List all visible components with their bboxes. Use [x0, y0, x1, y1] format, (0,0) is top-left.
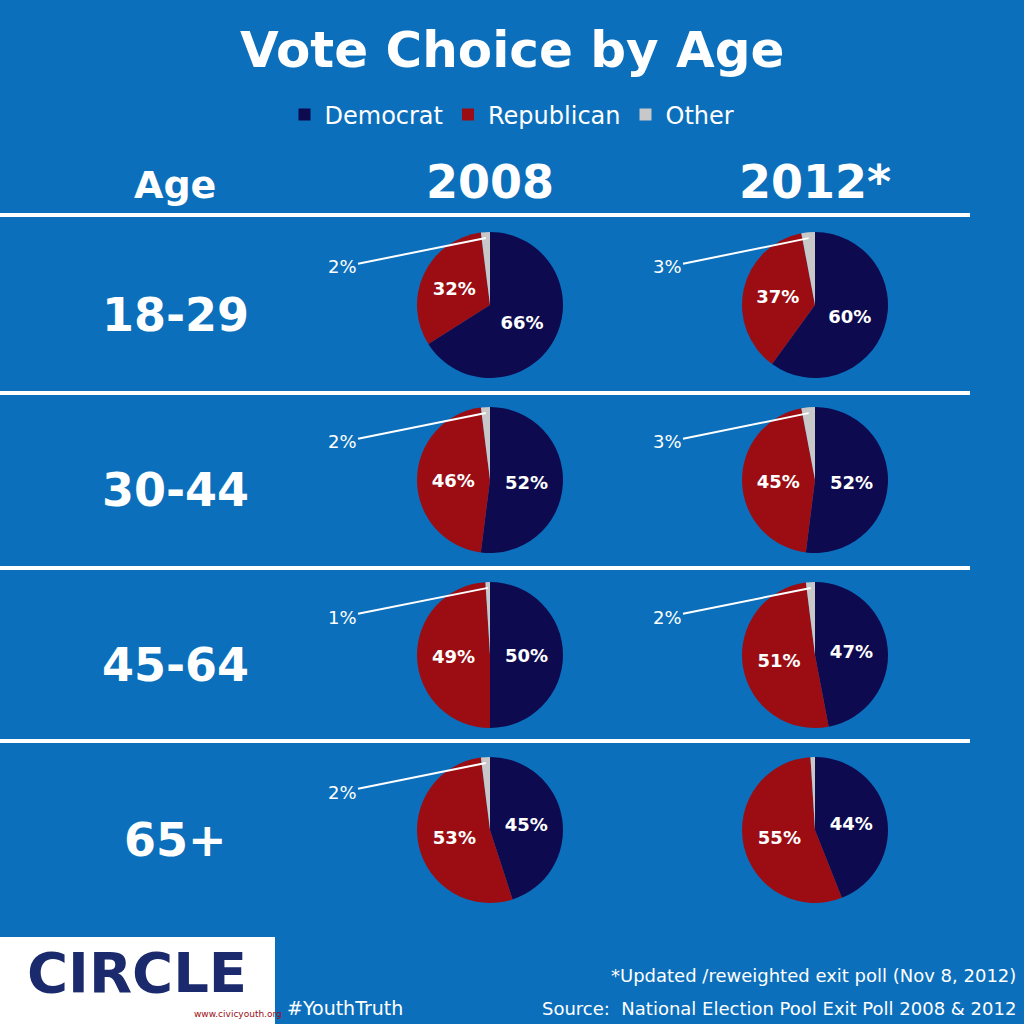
- svg-text:2%: 2%: [328, 782, 357, 803]
- svg-text:Age: Age: [134, 163, 216, 207]
- svg-text:Source: National Election Poo: Source: National Election Pool Exit Poll…: [542, 998, 1016, 1019]
- svg-text:45-64: 45-64: [102, 638, 249, 692]
- svg-text:45%: 45%: [505, 814, 548, 835]
- svg-text:65+: 65+: [124, 813, 227, 867]
- svg-text:2%: 2%: [328, 256, 357, 277]
- svg-text:30-44: 30-44: [102, 463, 249, 517]
- svg-text:55%: 55%: [758, 827, 801, 848]
- svg-text:2%: 2%: [328, 431, 357, 452]
- svg-text:*Updated /reweighted exit poll: *Updated /reweighted exit poll (Nov 8, 2…: [611, 965, 1016, 986]
- svg-text:52%: 52%: [830, 472, 873, 493]
- svg-text:3%: 3%: [653, 431, 682, 452]
- svg-text:Other: Other: [666, 102, 734, 130]
- svg-text:www.civicyouth.org: www.civicyouth.org: [194, 1009, 282, 1019]
- svg-text:2008: 2008: [426, 155, 554, 209]
- svg-text:49%: 49%: [432, 646, 475, 667]
- svg-text:1%: 1%: [328, 607, 357, 628]
- svg-text:#YouthTruth: #YouthTruth: [287, 997, 403, 1019]
- svg-text:60%: 60%: [828, 306, 871, 327]
- svg-text:2%: 2%: [653, 607, 682, 628]
- svg-text:18-29: 18-29: [102, 288, 249, 342]
- svg-text:53%: 53%: [433, 827, 476, 848]
- svg-text:32%: 32%: [433, 278, 476, 299]
- svg-text:37%: 37%: [756, 286, 799, 307]
- svg-text:Vote Choice by Age: Vote Choice by Age: [240, 21, 784, 79]
- svg-text:46%: 46%: [432, 470, 475, 491]
- svg-text:44%: 44%: [830, 813, 873, 834]
- svg-text:Republican: Republican: [488, 102, 621, 130]
- svg-text:3%: 3%: [653, 256, 682, 277]
- svg-text:2012*: 2012*: [739, 155, 891, 209]
- svg-text:51%: 51%: [757, 650, 800, 671]
- svg-text:CIRCLE: CIRCLE: [27, 940, 247, 1005]
- svg-text:50%: 50%: [505, 645, 548, 666]
- svg-text:47%: 47%: [830, 641, 873, 662]
- svg-text:Democrat: Democrat: [325, 102, 444, 130]
- svg-text:66%: 66%: [500, 312, 543, 333]
- svg-text:45%: 45%: [757, 471, 800, 492]
- svg-text:52%: 52%: [505, 472, 548, 493]
